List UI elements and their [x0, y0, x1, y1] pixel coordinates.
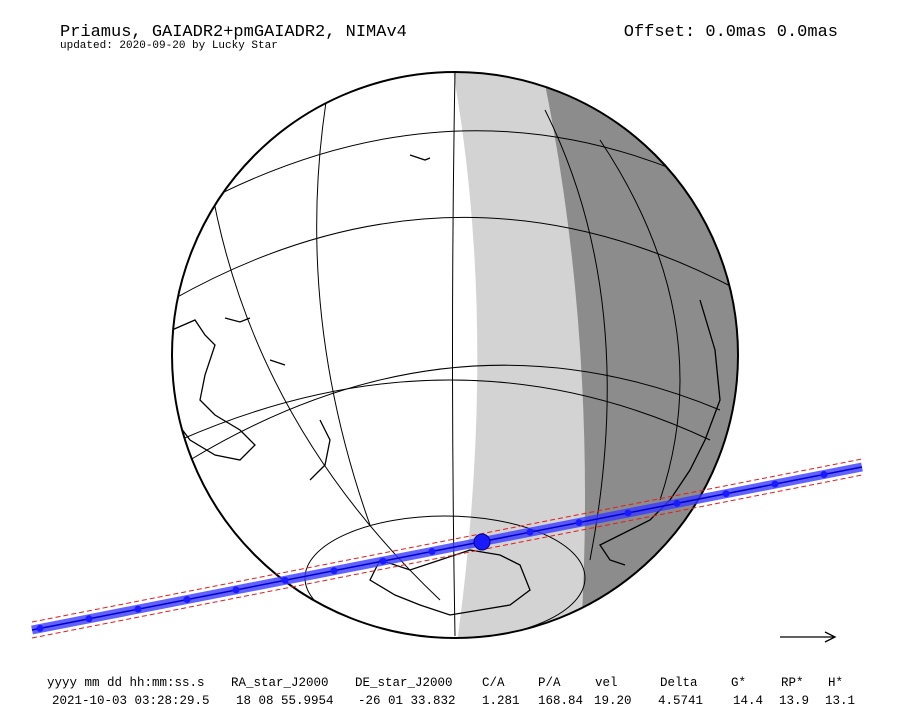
cell-value: 19.20: [594, 694, 632, 708]
cell-value: 4.5741: [658, 694, 703, 708]
subtitle: updated: 2020-09-20 by Lucky Star: [60, 40, 278, 52]
path-dot: [183, 596, 191, 604]
shadow-path: [31, 458, 863, 639]
column-header: vel: [595, 676, 618, 690]
cell-value: 168.84: [538, 694, 583, 708]
path-dot: [134, 605, 142, 613]
path-dot: [673, 499, 681, 507]
path-dot: [575, 519, 583, 527]
cell-value: 13.9: [779, 694, 809, 708]
column-header: C/A: [482, 676, 505, 690]
title: Priamus, GAIADR2+pmGAIADR2, NIMAv4: [60, 23, 407, 42]
column-header: yyyy mm dd hh:mm:ss.s: [47, 676, 205, 690]
column-header: Delta: [660, 676, 698, 690]
cell-value: 18 08 55.9954: [236, 694, 334, 708]
path-dot: [771, 480, 779, 488]
cell-value: 14.4: [733, 694, 763, 708]
path-dot: [232, 586, 240, 594]
path-dot: [722, 490, 730, 498]
column-header: P/A: [538, 676, 561, 690]
globe-outline: [171, 71, 739, 639]
path-dot: [85, 615, 93, 623]
cell-value: 13.1: [825, 694, 855, 708]
path-dot: [36, 624, 44, 632]
path-dot: [281, 576, 289, 584]
path-dot: [428, 547, 436, 555]
offset: Offset: 0.0mas 0.0mas: [624, 23, 838, 42]
cell-value: -26 01 33.832: [358, 694, 456, 708]
globe: [172, 72, 738, 638]
info-table: yyyy mm dd hh:mm:ss.s RA_star_J2000 DE_sta…: [47, 676, 855, 708]
path-dot: [330, 567, 338, 575]
cell-value: 1.281: [482, 694, 520, 708]
column-header: RA_star_J2000: [231, 676, 329, 690]
column-header: DE_star_J2000: [355, 676, 453, 690]
path-dot: [624, 509, 632, 517]
column-header: RP*: [781, 676, 804, 690]
column-header: H*: [828, 676, 843, 690]
path-dot: [526, 528, 534, 536]
direction-arrow: [780, 631, 837, 643]
column-header: G*: [731, 676, 746, 690]
path-dot: [820, 470, 828, 478]
cell-value: 2021-10-03 03:28:29.5: [52, 694, 210, 708]
path-dot: [379, 557, 387, 565]
